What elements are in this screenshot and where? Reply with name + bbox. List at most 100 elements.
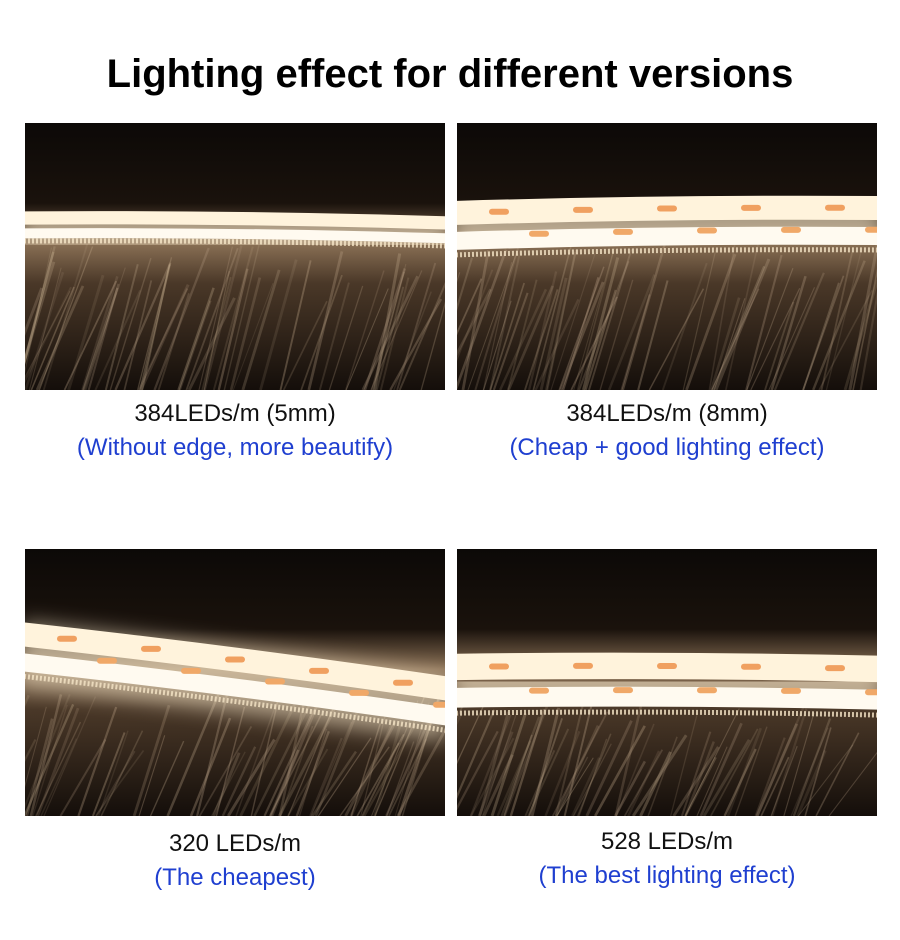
wood-grain	[576, 251, 615, 390]
strip-light	[457, 226, 877, 250]
strip-light	[25, 653, 445, 726]
wood-grain	[573, 247, 615, 390]
wood-grain	[221, 746, 257, 816]
wood-grain	[137, 288, 189, 390]
wood-grain	[372, 264, 407, 390]
wood-grain	[457, 249, 508, 390]
led-chip	[697, 687, 717, 694]
wood-grain	[371, 271, 405, 390]
wood-grain	[530, 707, 561, 816]
wood-grain	[279, 725, 314, 816]
led-chip	[489, 663, 509, 670]
wood-grain	[25, 246, 56, 366]
wood-grain	[582, 257, 620, 390]
wood-grain	[711, 265, 766, 390]
wood-grain	[223, 244, 260, 390]
wood-grain	[328, 285, 364, 390]
wood-grain	[141, 264, 171, 390]
wood-grain	[802, 282, 840, 390]
wood-grain	[558, 266, 605, 390]
wood-grain	[212, 752, 241, 816]
wood-grain	[81, 275, 119, 390]
wood-grain	[550, 248, 598, 390]
led-photo	[25, 549, 445, 816]
wood-grain	[25, 718, 54, 816]
wood-grain	[684, 708, 740, 816]
wood-grain	[631, 734, 688, 816]
wood-grain	[746, 268, 794, 390]
led-chip	[489, 208, 509, 215]
wood-grain	[755, 723, 799, 816]
led-chip	[613, 687, 633, 694]
led-chip	[781, 226, 801, 233]
led-chip	[225, 656, 245, 663]
wood-grain	[470, 737, 515, 816]
wood-grain	[226, 738, 276, 816]
version-note: (Cheap + good lighting effect)	[509, 434, 825, 461]
wood-grain	[577, 733, 612, 816]
wood-grain	[482, 754, 514, 816]
wood-grain	[189, 717, 232, 816]
led-chip	[865, 226, 877, 233]
wood-grain	[773, 272, 825, 390]
wood-grain	[420, 301, 445, 390]
wood-grain	[25, 261, 56, 365]
wood-grain	[187, 297, 236, 390]
wood-grain	[820, 252, 853, 390]
wood-grain	[250, 699, 279, 816]
wood-grain	[361, 275, 419, 390]
led-chip	[741, 663, 761, 670]
version-label: 384LEDs/m (8mm)	[566, 400, 768, 427]
wood-grain	[685, 253, 737, 390]
wood-grain	[36, 707, 80, 816]
wood-grain	[710, 297, 741, 390]
wood-grain	[457, 257, 473, 312]
wood-grain	[339, 746, 390, 816]
wood-grain	[672, 746, 720, 816]
wood-grain	[792, 718, 832, 816]
wood-grain	[373, 253, 402, 390]
wood-grain	[25, 706, 47, 788]
wood-grain	[217, 268, 249, 390]
wood-grain	[615, 723, 655, 816]
wood-grain	[198, 246, 233, 390]
wood-grain	[139, 284, 190, 390]
wood-grain	[389, 298, 443, 390]
wood-grain	[648, 288, 705, 390]
wood-grain	[760, 756, 790, 816]
wood-grain	[621, 243, 666, 390]
wood-grain	[398, 282, 445, 390]
version-label: 528 LEDs/m	[600, 828, 734, 855]
wood-grain	[714, 258, 771, 390]
wood-grain	[457, 288, 492, 357]
wood-grain	[680, 731, 712, 816]
wood-grain	[661, 262, 708, 390]
led-photo	[457, 123, 877, 390]
wood-grain	[745, 254, 783, 390]
wood-grain	[594, 725, 646, 816]
wood-grain	[559, 281, 605, 390]
wood-grain	[539, 277, 568, 390]
wood-grain	[85, 293, 117, 390]
wood-grain	[67, 274, 105, 390]
wood-grain	[259, 259, 298, 390]
wood-grain	[136, 257, 173, 390]
led-chip	[181, 667, 201, 674]
wood-grain	[38, 246, 94, 390]
wood-grain	[588, 249, 633, 390]
wood-grain	[232, 282, 274, 390]
wood-grain	[620, 294, 651, 390]
led-chip	[573, 662, 593, 669]
wood-grain	[607, 274, 656, 390]
version-note: (The cheapest)	[154, 864, 316, 891]
strip-light	[25, 228, 445, 244]
wood-grain	[393, 291, 432, 390]
wood-grain	[263, 709, 315, 816]
wood-grain	[317, 737, 372, 816]
wood-grain	[196, 693, 229, 816]
wood-grain	[524, 749, 556, 816]
wood-grain	[311, 750, 357, 816]
wood-grain	[25, 703, 75, 816]
wood-grain	[203, 245, 243, 390]
wood-grain	[670, 712, 699, 816]
